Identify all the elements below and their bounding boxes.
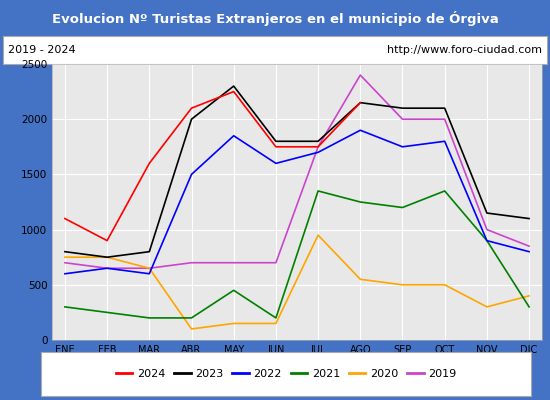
Text: 2019 - 2024: 2019 - 2024 [8,45,76,55]
Text: Evolucion Nº Turistas Extranjeros en el municipio de Órgiva: Evolucion Nº Turistas Extranjeros en el … [52,10,498,26]
Text: http://www.foro-ciudad.com: http://www.foro-ciudad.com [387,45,542,55]
Legend: 2024, 2023, 2022, 2021, 2020, 2019: 2024, 2023, 2022, 2021, 2020, 2019 [111,364,461,384]
